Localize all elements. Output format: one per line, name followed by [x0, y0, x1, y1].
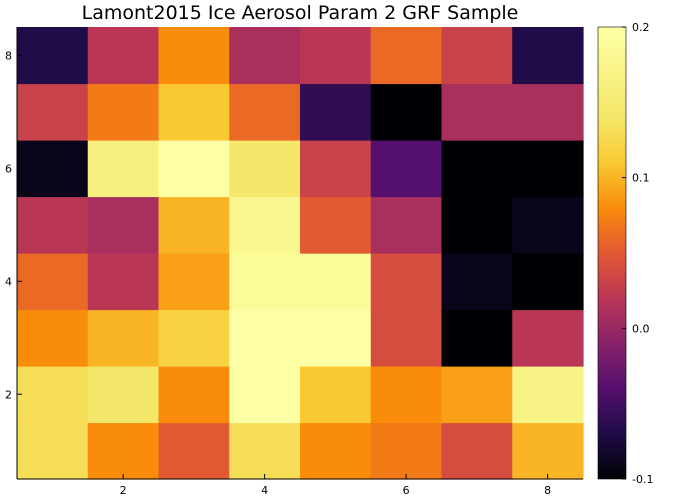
heatmap-cell-r2-c7 — [441, 366, 513, 424]
heatmap-cell-r1-c1 — [17, 422, 89, 480]
heatmap-cell-r1-c3 — [158, 422, 230, 480]
heatmap-cell-r4-c6 — [370, 253, 443, 311]
colorbar-gradient — [598, 27, 626, 479]
x-tick-label: 2 — [120, 484, 127, 497]
x-tick-label: 8 — [544, 484, 551, 497]
heatmap-cell-r5-c5 — [300, 196, 372, 254]
heatmap-cell-r5-c7 — [441, 196, 513, 254]
chart-title: Lamont2015 Ice Aerosol Param 2 GRF Sampl… — [82, 2, 519, 24]
heatmap-cell-r4-c8 — [512, 253, 584, 311]
x-tick-label: 6 — [403, 484, 410, 497]
heatmap-cell-r5-c3 — [158, 196, 230, 254]
heatmap-cell-r2-c2 — [87, 366, 160, 424]
heatmap-cell-r7-c6 — [370, 83, 443, 141]
colorbar-tick-label: 0.2 — [632, 21, 650, 34]
heatmap-cell-r8-c8 — [512, 27, 584, 85]
heatmap-cell-r3-c8 — [512, 309, 584, 367]
heatmap-cell-r5-c4 — [229, 196, 301, 254]
heatmap-cell-r8-c4 — [229, 27, 301, 85]
colorbar-tick-label: 0.1 — [632, 172, 650, 185]
heatmap-cell-r8-c1 — [17, 27, 89, 85]
heatmap-cell-r8-c5 — [300, 27, 372, 85]
heatmap-cell-r2-c3 — [158, 366, 230, 424]
heatmap-cell-r2-c1 — [17, 366, 89, 424]
heatmap-cell-r8-c7 — [441, 27, 513, 85]
heatmap-cell-r1-c7 — [441, 422, 513, 480]
colorbar-frame — [597, 26, 627, 480]
y-tick-label: 4 — [5, 275, 12, 288]
heatmap-cell-r3-c5 — [300, 309, 372, 367]
heatmap-cell-r3-c1 — [17, 309, 89, 367]
heatmap-cell-r4-c1 — [17, 253, 89, 311]
heatmap-cell-r5-c6 — [370, 196, 443, 254]
heatmap-cell-r5-c1 — [17, 196, 89, 254]
heatmap-cell-r8-c6 — [370, 27, 443, 85]
heatmap-cell-r6-c7 — [441, 140, 513, 198]
colorbar: 0.2 0.1 0.0 -0.1 — [597, 21, 653, 486]
heatmap-cell-r1-c4 — [229, 422, 301, 480]
heatmap-cell-r8-c2 — [87, 27, 160, 85]
heatmap-cell-r1-c6 — [370, 422, 443, 480]
heatmap-cell-r3-c3 — [158, 309, 230, 367]
heatmap-cell-r6-c8 — [512, 140, 584, 198]
heatmap-cell-r2-c6 — [370, 366, 443, 424]
heatmap-cell-r1-c2 — [87, 422, 160, 480]
heatmap-cell-r6-c3 — [158, 140, 230, 198]
heatmap-cell-r7-c7 — [441, 83, 513, 141]
heatmap-cell-r2-c4 — [229, 366, 301, 424]
heatmap-cell-r1-c8 — [512, 422, 584, 480]
y-axis-ticks: 2 4 6 8 — [5, 49, 22, 401]
heatmap-cell-r2-c5 — [300, 366, 372, 424]
y-tick-label: 8 — [5, 49, 12, 62]
heatmap-cell-r7-c2 — [87, 83, 160, 141]
heatmap-cell-r6-c6 — [370, 140, 443, 198]
heatmap-cell-r5-c8 — [512, 196, 584, 254]
heatmap-cell-r7-c1 — [17, 83, 89, 141]
heatmap-cell-r7-c4 — [229, 83, 301, 141]
heatmap-cells — [17, 27, 584, 480]
heatmap-cell-r4-c7 — [441, 253, 513, 311]
heatmap-cell-r4-c4 — [229, 253, 301, 311]
heatmap-cell-r4-c2 — [87, 253, 160, 311]
heatmap-cell-r4-c3 — [158, 253, 230, 311]
heatmap-cell-r6-c5 — [300, 140, 372, 198]
heatmap-cell-r6-c1 — [17, 140, 89, 198]
heatmap-cell-r6-c2 — [87, 140, 160, 198]
y-tick-label: 2 — [5, 388, 12, 401]
heatmap-cell-r3-c7 — [441, 309, 513, 367]
x-axis-ticks: 2 4 6 8 — [120, 474, 551, 497]
heatmap-cell-r3-c6 — [370, 309, 443, 367]
heatmap-cell-r5-c2 — [87, 196, 160, 254]
x-tick-label: 4 — [261, 484, 268, 497]
heatmap-cell-r2-c8 — [512, 366, 584, 424]
colorbar-tick-label: 0.0 — [632, 322, 650, 335]
heatmap-cell-r6-c4 — [229, 140, 301, 198]
heatmap-cell-r7-c3 — [158, 83, 230, 141]
heatmap-cell-r7-c8 — [512, 83, 584, 141]
heatmap-cell-r1-c5 — [300, 422, 372, 480]
heatmap-cell-r4-c5 — [300, 253, 372, 311]
heatmap-cell-r3-c4 — [229, 309, 301, 367]
heatmap-cell-r3-c2 — [87, 309, 160, 367]
y-tick-label: 6 — [5, 162, 12, 175]
heatmap-cell-r8-c3 — [158, 27, 230, 85]
heatmap-cell-r7-c5 — [300, 83, 372, 141]
plot-axes — [16, 27, 583, 480]
colorbar-tick-label: -0.1 — [632, 473, 653, 486]
